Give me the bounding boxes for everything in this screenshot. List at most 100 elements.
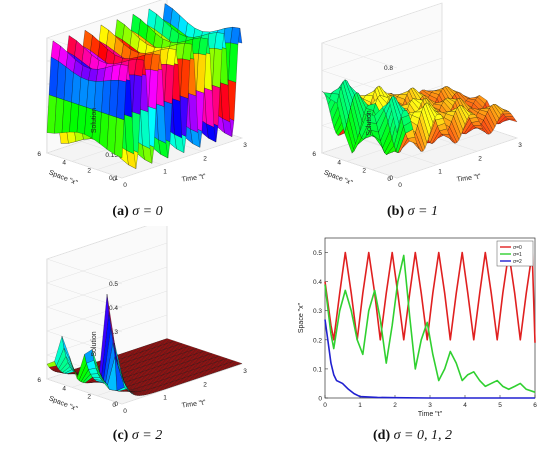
- x-tick-label: 0: [398, 182, 402, 189]
- y-tick-label: 6: [37, 377, 41, 384]
- z-tick-label: 0.1: [109, 175, 118, 182]
- panel-a: 0.10.150.20.250.30.3501230246Time "t"Spa…: [0, 0, 275, 226]
- x-tick-label: 6: [533, 402, 537, 409]
- x-tick-label: 0: [323, 402, 327, 409]
- z-tick-label: 0.4: [109, 305, 118, 312]
- series-line-0: [324, 251, 536, 343]
- x-tick-label: 0: [123, 408, 127, 415]
- z-tick-label: 0: [114, 401, 118, 408]
- x-tick-label: 3: [518, 142, 522, 149]
- x-tick-label: 0: [123, 182, 127, 189]
- surface-plot-a: 0.10.150.20.250.30.3501230246Time "t"Spa…: [37, 0, 247, 189]
- surface-facet: [114, 117, 125, 159]
- y-tick-label: 0.3: [313, 308, 322, 315]
- y-tick-label: 2: [87, 394, 91, 401]
- x-tick-label: 3: [243, 142, 247, 149]
- x-grid-line: [46, 152, 123, 179]
- z-grid-line: [46, 266, 168, 333]
- x-tick-label: 2: [203, 155, 207, 162]
- surface-facet: [114, 342, 125, 382]
- line-plot-d: 0 0.1 0.2 0.3 0.4 0.5 0 1 2 3 4 5 6 Time "t" Space "x"…: [298, 237, 537, 418]
- y-tick-label: 0: [112, 402, 116, 409]
- y-grid-line: [121, 363, 243, 405]
- x-tick-label: 2: [393, 402, 397, 409]
- caption-label-c: (c): [112, 428, 129, 443]
- legend-label-2: σ=2: [513, 259, 522, 265]
- x-tick-label: 3: [243, 368, 247, 375]
- z-tick-label: 0.8: [384, 65, 393, 72]
- x-tick-label: 2: [203, 381, 207, 388]
- x-tick-label: 3: [428, 402, 432, 409]
- x-axis-label: Time "t": [418, 411, 443, 418]
- caption-math-d: σ = 0, 1, 2: [393, 428, 452, 443]
- caption-b: (b) σ = 1: [275, 204, 550, 220]
- y-tick-label: 0.2: [313, 337, 322, 344]
- z-axis-label: Solution: [91, 108, 98, 133]
- z-tick-label: 0.5: [109, 281, 118, 288]
- legend-label-1: σ=1: [513, 252, 522, 258]
- surface: [46, 294, 243, 396]
- y-grid-line: [371, 129, 493, 170]
- y-tick-label: 0: [387, 176, 391, 183]
- x-grid-line: [46, 378, 123, 405]
- z-axis-label: Solution: [91, 331, 98, 356]
- x-tick-label: 5: [498, 402, 502, 409]
- y-tick-label: 0: [318, 396, 322, 403]
- y-axis-label: Space "x": [323, 169, 354, 187]
- caption-math-a: σ = 0: [132, 204, 163, 219]
- legend-label-0: σ=0: [513, 245, 522, 251]
- x-axis-label: Time "t": [181, 173, 206, 183]
- z-grid-line: [46, 290, 168, 357]
- y-grid-line: [121, 137, 243, 179]
- z-grid-line: [321, 30, 443, 96]
- surface-facet: [389, 96, 400, 133]
- caption-label-b: (b): [387, 204, 405, 219]
- x-tick-label: 1: [163, 395, 167, 402]
- z-tick-label: 0.15: [105, 152, 118, 159]
- z-axis-label: Solution: [366, 110, 373, 135]
- y-tick-label: 6: [312, 151, 316, 158]
- x-tick-label: 2: [478, 155, 482, 162]
- y-tick-label: 4: [62, 385, 66, 392]
- caption-label-d: (d): [373, 428, 391, 443]
- series-line-1: [324, 254, 536, 393]
- y-tick-label: 0.5: [313, 250, 322, 257]
- y-tick-label: 2: [362, 168, 366, 175]
- caption-label-a: (a): [112, 204, 129, 219]
- y-tick-label: 6: [37, 151, 41, 158]
- caption-math-c: σ = 2: [131, 428, 163, 443]
- y-axis-label: Space "x": [48, 169, 79, 187]
- x-axis-label: Time "t": [456, 173, 481, 183]
- z-grid-line: [46, 242, 168, 309]
- y-axis-label: Space "x": [298, 302, 305, 333]
- x-tick-label: 1: [163, 169, 167, 176]
- series-line-2: [324, 319, 535, 399]
- caption-a: (a) σ = 0: [0, 204, 275, 220]
- x-grid-line: [321, 152, 398, 179]
- z-tick-label: 0: [389, 175, 393, 182]
- y-axis-label: Space "x": [48, 395, 79, 413]
- caption-math-b: σ = 1: [407, 204, 438, 219]
- x-axis-label: Time "t": [181, 399, 206, 409]
- x-tick-label: 1: [358, 402, 362, 409]
- surface: [321, 79, 518, 155]
- y-tick-label: 0.1: [313, 366, 322, 373]
- x-tick-label: 4: [463, 402, 467, 409]
- y-grid-line: [396, 137, 518, 179]
- surface: [46, 3, 243, 170]
- y-tick-label: 4: [62, 159, 66, 166]
- y-tick-label: 0: [112, 176, 116, 183]
- y-tick-label: 0.4: [313, 279, 322, 286]
- panel-d: 0 0.1 0.2 0.3 0.4 0.5 0 1 2 3 4 5 6 Time "t" Space "x"…: [275, 226, 550, 452]
- z-tick-label: 0.3: [109, 329, 118, 336]
- z-grid-line: [321, 2, 443, 69]
- z-grid-line: [46, 218, 168, 285]
- legend: σ=0σ=1σ=2: [496, 240, 534, 267]
- y-tick-label: 2: [87, 168, 91, 175]
- y-tick-label: 4: [337, 159, 341, 166]
- caption-c: (c) σ = 2: [0, 428, 275, 444]
